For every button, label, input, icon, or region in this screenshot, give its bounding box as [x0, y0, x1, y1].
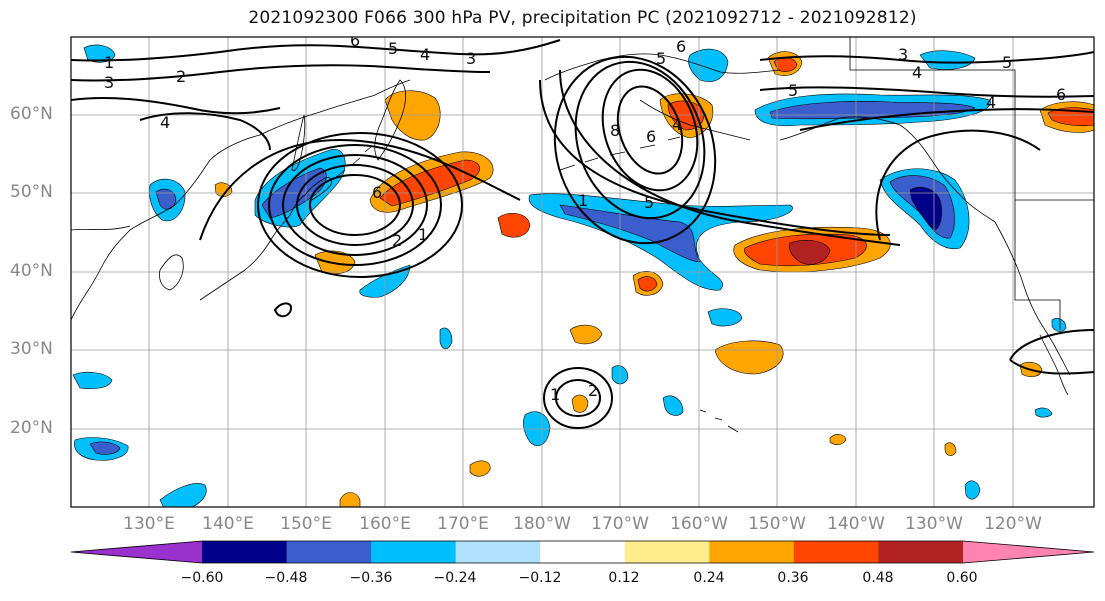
colorbar-segment: [371, 541, 457, 563]
lon-label-150w: 150°W: [748, 514, 806, 534]
lat-label-60n: 60°N: [10, 104, 53, 124]
colorbar-tick: −0.60: [180, 570, 224, 586]
contour-label: 4: [160, 113, 170, 132]
colorbar-segment: [624, 541, 710, 563]
contour-label: 4: [912, 63, 922, 82]
lon-label-140e: 140°E: [202, 514, 254, 534]
colorbar-segment: [286, 541, 372, 563]
lon-label-180w: 180°W: [513, 514, 571, 534]
contour-label: 6: [372, 183, 382, 202]
contour-label: 6: [646, 127, 656, 146]
contour-label: 6: [1056, 85, 1066, 104]
colorbar-segment: [878, 541, 964, 563]
contour-label: 1: [550, 385, 560, 404]
colorbar-extend-high: [963, 541, 1094, 563]
contour-label: 1: [104, 53, 114, 72]
colorbar-tick: 0.60: [946, 570, 978, 586]
contour-label: 6: [676, 37, 686, 56]
contour-label: 3: [104, 73, 114, 92]
lon-label-160e: 160°E: [359, 514, 411, 534]
contour-label: 5: [788, 81, 798, 100]
colorbar-segment: [709, 541, 795, 563]
colorbar-tick: −0.12: [518, 570, 562, 586]
contour-label: 1: [418, 225, 428, 244]
pv-contours: [71, 39, 1094, 429]
lon-label-170w: 170°W: [591, 514, 649, 534]
map-title: 2021092300 F066 300 hPa PV, precipitatio…: [248, 8, 917, 28]
pv-contour-labels: 1 3 2 4 6 5 4 3 6 2 1 6 5 8 6 4 1 5 3 4 …: [104, 31, 1066, 404]
contour-label: 4: [672, 115, 682, 134]
colorbar-segment: [793, 541, 879, 563]
precipitation-anomaly-shading: [72, 44, 1094, 507]
contour-label: 2: [176, 67, 186, 86]
contour-label: 5: [1002, 53, 1012, 72]
lon-label-170e: 170°E: [437, 514, 489, 534]
contour-label: 4: [986, 93, 996, 112]
contour-label: 4: [420, 45, 430, 64]
colorbar-tick: 0.12: [608, 570, 640, 586]
contour-label: 6: [350, 31, 360, 50]
graticule-grid: [71, 37, 1094, 507]
lat-label-30n: 30°N: [10, 339, 53, 359]
colorbar-tick: 0.48: [862, 570, 894, 586]
colorbar: [70, 540, 1095, 564]
lat-label-20n: 20°N: [10, 418, 53, 438]
contour-label: 2: [392, 231, 402, 250]
map-frame: [70, 36, 1095, 508]
lon-label-130w: 130°W: [905, 514, 963, 534]
colorbar-segment: [455, 541, 541, 563]
colorbar-tick: −0.36: [349, 570, 393, 586]
colorbar-tick: 0.24: [693, 570, 725, 586]
contour-label: 2: [588, 381, 598, 400]
contour-label: 8: [610, 121, 620, 140]
contour-label: 3: [466, 49, 476, 68]
coastlines: [71, 37, 1094, 433]
colorbar-segment: [202, 541, 288, 563]
colorbar-segment: [540, 541, 626, 563]
colorbar-tick: 0.36: [777, 570, 809, 586]
contour-label: 5: [644, 193, 654, 212]
contour-label: 5: [656, 49, 666, 68]
lon-label-120w: 120°W: [984, 514, 1042, 534]
contour-label: 5: [388, 39, 398, 58]
lon-label-140w: 140°W: [827, 514, 885, 534]
lon-label-130e: 130°E: [123, 514, 175, 534]
contour-label: 1: [578, 191, 588, 210]
colorbar-tick: −0.24: [433, 570, 477, 586]
lat-label-50n: 50°N: [10, 182, 53, 202]
lon-label-150e: 150°E: [280, 514, 332, 534]
colorbar-tick: −0.48: [264, 570, 308, 586]
contour-label: 3: [898, 45, 908, 64]
colorbar-outline: [70, 540, 1095, 564]
lon-label-160w: 160°W: [670, 514, 728, 534]
lat-label-40n: 40°N: [10, 261, 53, 281]
colorbar-extend-low: [71, 541, 202, 563]
